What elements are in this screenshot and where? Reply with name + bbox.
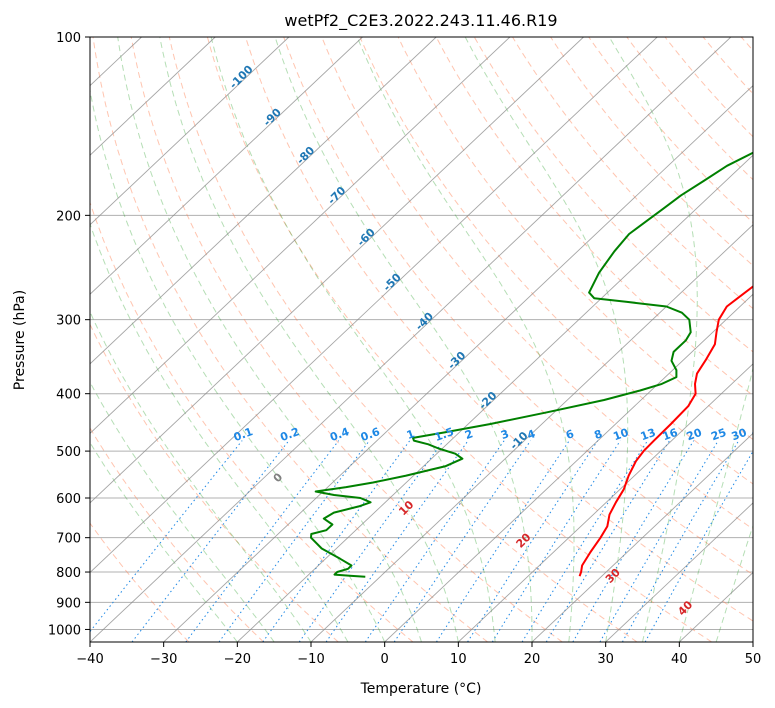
dry-adiabat-line [768, 24, 775, 642]
x-axis-title: Temperature (°C) [360, 681, 482, 697]
y-tick-label: 700 [56, 532, 81, 547]
x-tick-label: −30 [150, 652, 177, 667]
y-tick-label: 200 [56, 209, 81, 224]
y-tick-label: 400 [56, 388, 81, 403]
isotherm-line [0, 37, 68, 642]
x-tick-label: −20 [224, 652, 251, 667]
y-tick-label: 300 [56, 314, 81, 329]
x-tick-label: 20 [524, 652, 541, 667]
y-tick-label: 600 [56, 492, 81, 507]
x-tick-label: 40 [671, 652, 688, 667]
x-tick-label: 10 [450, 652, 467, 667]
y-tick-label: 500 [56, 445, 81, 460]
y-tick-label: 800 [56, 566, 81, 581]
y-axis-title: Pressure (hPa) [12, 290, 28, 390]
x-tick-label: 30 [597, 652, 614, 667]
x-tick-label: 0 [381, 652, 389, 667]
chart-title: wetPf2_C2E3.2022.243.11.46.R19 [284, 11, 557, 31]
y-tick-label: 900 [56, 596, 81, 611]
isotherm-line [753, 37, 775, 642]
y-tick-label: 100 [56, 31, 81, 46]
x-tick-label: 50 [745, 652, 762, 667]
y-tick-label: 1000 [48, 623, 81, 638]
x-tick-label: −10 [297, 652, 324, 667]
x-tick-label: −40 [76, 652, 103, 667]
